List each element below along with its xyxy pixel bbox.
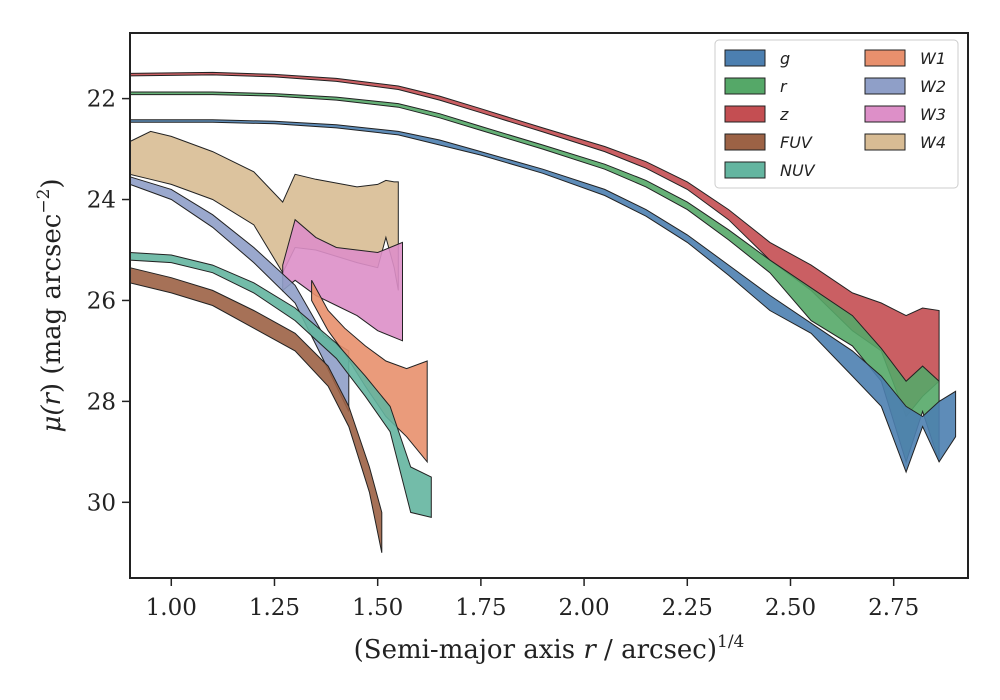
x-tick-label: 2.00 [558,595,609,621]
legend-label-w4: W4 [920,133,946,152]
band-fuv [129,267,383,553]
legend-swatch-w4 [864,133,906,151]
x-label-sup: 1/4 [717,632,744,652]
legend-label-z: z [779,105,789,124]
band-nuv [129,251,432,519]
plot-frame [129,32,969,579]
legend-swatch-r [724,77,766,95]
y-tick-label: 24 [87,188,116,214]
legend-swatch-w1 [864,49,906,67]
legend-box [714,39,959,189]
legend-label-r: r [780,77,788,96]
series-bands [129,71,957,553]
y-axis-ticks: 22 24 26 28 30 [87,87,130,516]
legend-label-w3: W3 [920,105,946,124]
x-label-pre: (Semi-major axis [354,635,584,665]
y-label-sup: −2 [34,189,54,214]
y-tick-label: 26 [87,288,116,314]
y-label-close: ) [37,178,67,188]
y-tick-label: 30 [87,490,116,516]
legend-label-nuv: NUV [780,161,816,180]
legend-swatch-w3 [864,105,906,123]
legend-label-w2: W2 [920,77,946,96]
x-label-var: r [583,635,597,665]
x-tick-label: 2.75 [868,595,919,621]
band-w3 [282,218,403,342]
y-tick-label: 28 [87,389,116,415]
legend-label-g: g [780,49,790,68]
legend-swatch-fuv [724,133,766,151]
y-label-var: r [37,392,67,406]
legend-label-fuv: FUV [780,133,813,152]
x-tick-label: 2.25 [662,595,713,621]
band-w1 [311,280,428,464]
y-label-mu: μ( [37,405,67,433]
legend: grz FUV NUV W1 W2 W3 W4 [714,39,959,189]
legend-swatch-g [724,49,766,67]
legend-swatch-z [724,105,766,123]
x-tick-label: 1.50 [352,595,403,621]
x-label-post: / arcsec) [596,635,717,665]
x-tick-label: 2.50 [765,595,816,621]
legend-swatch-w2 [864,77,906,95]
x-axis-label: (Semi-major axis r / arcsec)1/4 [354,632,745,665]
x-tick-label: 1.00 [146,595,197,621]
y-tick-label: 22 [87,87,116,113]
x-tick-label: 1.25 [249,595,300,621]
band-g [129,119,957,474]
x-tick-label: 1.75 [455,595,506,621]
x-axis-ticks: 1.00 1.25 1.50 1.75 2.00 2.25 2.50 2.75 [146,578,919,621]
y-axis-label: μ(r) (mag arcsec−2) [34,178,67,432]
legend-label-w1: W1 [920,49,946,68]
y-label-post: ) (mag arcsec [37,214,67,393]
legend-swatch-nuv [724,161,766,179]
